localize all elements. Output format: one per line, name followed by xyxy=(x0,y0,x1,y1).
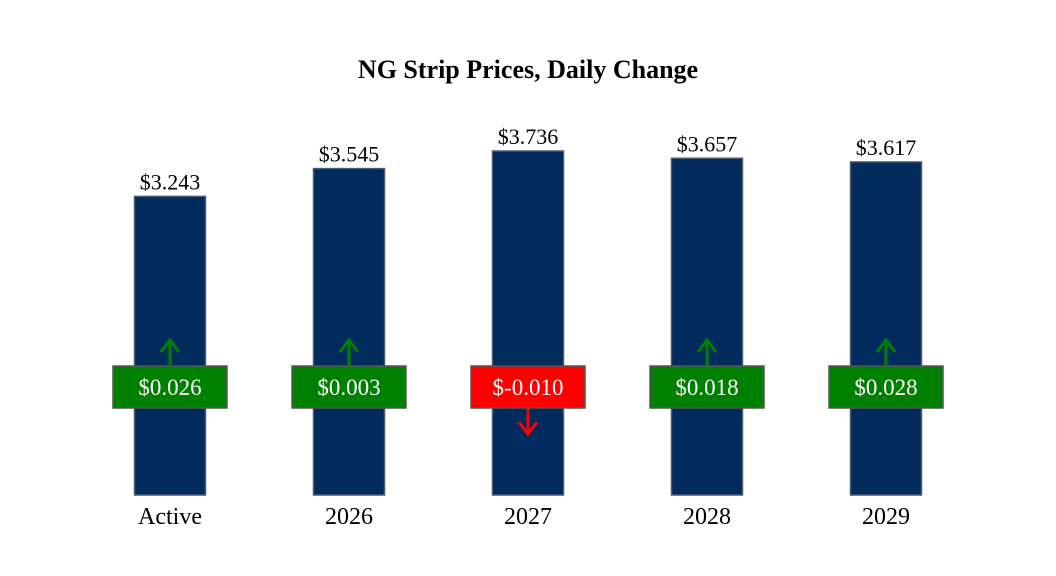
bar-value-label: $3.617 xyxy=(856,135,917,160)
arrow-head xyxy=(696,337,718,353)
up-arrow-icon xyxy=(696,337,718,366)
x-tick-label: 2029 xyxy=(862,504,910,530)
change-badge-positive xyxy=(112,365,228,409)
change-label: $0.018 xyxy=(675,375,738,400)
bar-value-label: $3.545 xyxy=(319,142,380,167)
bar-2026 xyxy=(312,167,386,496)
arrow-head xyxy=(159,337,181,353)
down-arrow-icon xyxy=(517,408,539,437)
change-label: $0.003 xyxy=(317,375,380,400)
bar-value-label: $3.243 xyxy=(140,169,201,194)
change-badge-negative xyxy=(470,365,586,409)
up-arrow-icon xyxy=(159,337,181,366)
up-arrow-icon xyxy=(875,337,897,366)
bar-value-label: $3.736 xyxy=(498,124,559,149)
change-label: $-0.010 xyxy=(493,375,564,400)
change-badge-positive xyxy=(649,365,765,409)
bar-value-label: $3.657 xyxy=(677,131,738,156)
up-arrow-icon xyxy=(338,337,360,366)
x-tick-label: 2026 xyxy=(325,504,373,530)
change-badge-positive xyxy=(291,365,407,409)
arrow-head xyxy=(875,337,897,353)
arrow-head xyxy=(517,421,539,437)
chart-title: NG Strip Prices, Daily Change xyxy=(358,55,698,84)
bar-2027 xyxy=(491,150,565,496)
change-badge-positive xyxy=(828,365,944,409)
bar-2028 xyxy=(670,157,744,496)
bar-2029 xyxy=(849,161,923,496)
x-tick-label: 2028 xyxy=(683,504,731,530)
change-label: $0.028 xyxy=(854,375,917,400)
x-tick-label: Active xyxy=(138,504,202,530)
change-label: $0.026 xyxy=(138,375,201,400)
x-tick-label: 2027 xyxy=(504,504,552,530)
arrow-head xyxy=(338,337,360,353)
